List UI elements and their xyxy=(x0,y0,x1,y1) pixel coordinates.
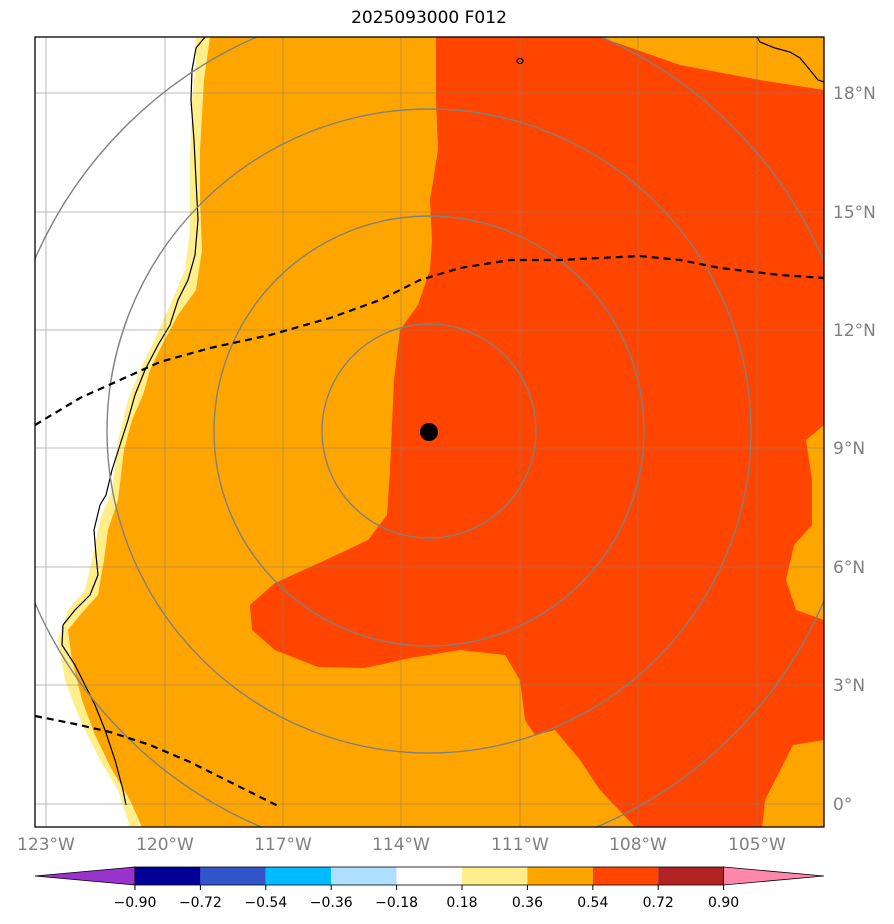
colorbar-bin xyxy=(135,867,201,885)
lon-label: 114°W xyxy=(372,835,430,855)
colorbar-label: 0.18 xyxy=(446,895,477,911)
colorbar-label: −0.54 xyxy=(244,895,287,911)
lat-label: 18°N xyxy=(833,84,876,104)
lat-label: 15°N xyxy=(833,203,876,223)
field-0.54-0.72 xyxy=(250,37,824,827)
colorbar-label: 0.36 xyxy=(512,895,543,911)
lat-label: 6°N xyxy=(833,558,865,578)
colorbar-label: −0.90 xyxy=(114,895,157,911)
colorbar-label: 0.90 xyxy=(708,895,739,911)
colorbar-bin xyxy=(527,867,593,885)
map-plot-area xyxy=(35,37,824,827)
gridlines xyxy=(35,37,824,827)
colorbar-ticks xyxy=(134,885,725,890)
colorbar-label: −0.36 xyxy=(310,895,353,911)
range-ring-3 xyxy=(106,108,752,754)
lat-label: 3°N xyxy=(833,676,865,696)
lon-label: 120°W xyxy=(136,835,194,855)
coastline xyxy=(61,37,206,806)
dashed-contour-north xyxy=(35,254,824,426)
longitude-labels: 123°W 120°W 117°W 114°W 111°W 108°W 105°… xyxy=(17,835,786,855)
colorbar-frame xyxy=(134,866,724,886)
lat-label: 0° xyxy=(833,795,852,815)
colorbar-bin xyxy=(200,867,266,885)
lon-label: 123°W xyxy=(17,835,75,855)
colorbar-bin xyxy=(658,867,724,885)
colorbar-bin xyxy=(331,867,397,885)
colorbar-label: 0.54 xyxy=(577,895,608,911)
lon-label: 117°W xyxy=(254,835,312,855)
range-rings xyxy=(35,37,824,827)
range-ring-2 xyxy=(213,215,645,647)
colorbar-bin xyxy=(462,867,528,885)
colorbar-bin xyxy=(265,867,332,885)
dashed-contour-south xyxy=(35,714,279,807)
range-ring-1 xyxy=(321,323,537,539)
lat-label: 9°N xyxy=(833,439,865,459)
colorbar-extend-low xyxy=(34,866,136,886)
colorbar-extend-high xyxy=(723,866,825,886)
colorbar-bin xyxy=(592,867,659,885)
latitude-labels: 18°N 15°N 12°N 9°N 6°N 3°N 0° xyxy=(833,84,876,815)
colorbar-label: 0.72 xyxy=(643,895,674,911)
lat-label: 12°N xyxy=(833,321,876,341)
coastline-ne xyxy=(756,37,824,83)
map-title: 2025093000 F012 xyxy=(351,8,507,28)
colorbar: −0.90 −0.72 −0.54 −0.36 −0.18 0.18 0.36 … xyxy=(34,866,825,911)
lon-label: 105°W xyxy=(728,835,786,855)
lon-label: 108°W xyxy=(609,835,667,855)
colorbar-bin xyxy=(396,867,462,885)
storm-center-marker xyxy=(420,423,438,441)
map-frame xyxy=(34,36,825,828)
colorbar-label: −0.72 xyxy=(179,895,222,911)
lon-label: 111°W xyxy=(491,835,549,855)
colorbar-label: −0.18 xyxy=(375,895,418,911)
